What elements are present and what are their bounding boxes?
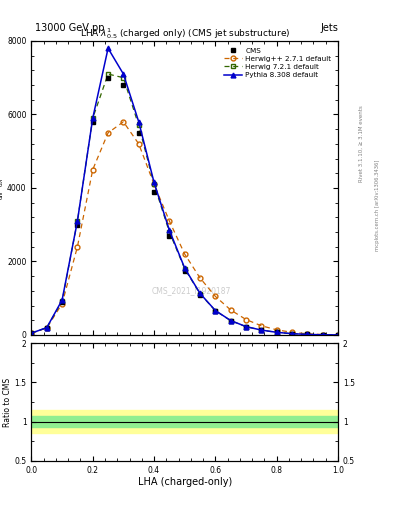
Y-axis label: $\frac{1}{\mathrm{d}N}\ \frac{\mathrm{d}^2N}{\mathrm{d}\lambda}$: $\frac{1}{\mathrm{d}N}\ \frac{\mathrm{d}… (0, 176, 6, 200)
Text: 13000 GeV pp: 13000 GeV pp (35, 23, 105, 33)
X-axis label: LHA (charged-only): LHA (charged-only) (138, 477, 232, 487)
Bar (31, 416, 338, 427)
Text: mcplots.cern.ch [arXiv:1306.3436]: mcplots.cern.ch [arXiv:1306.3436] (375, 159, 380, 250)
Text: Rivet 3.1.10, ≥ 3.1M events: Rivet 3.1.10, ≥ 3.1M events (359, 105, 364, 182)
Y-axis label: Ratio to CMS: Ratio to CMS (3, 377, 12, 426)
Bar (31, 410, 338, 433)
Title: LHA $\lambda^1_{0.5}$ (charged only) (CMS jet substructure): LHA $\lambda^1_{0.5}$ (charged only) (CM… (79, 26, 290, 41)
Legend: CMS, Herwig++ 2.7.1 default, Herwig 7.2.1 default, Pythia 8.308 default: CMS, Herwig++ 2.7.1 default, Herwig 7.2.… (222, 45, 334, 81)
Text: Jets: Jets (320, 23, 338, 33)
Text: CMS_2021_I1920187: CMS_2021_I1920187 (151, 286, 231, 295)
